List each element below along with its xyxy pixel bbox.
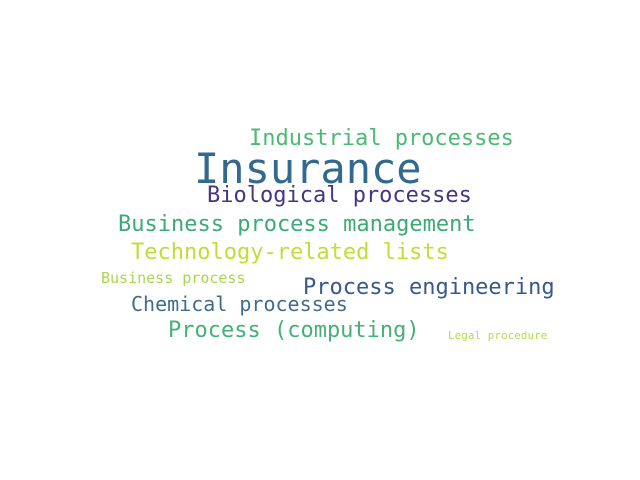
- word-technology-related-lists: Technology-related lists: [131, 240, 449, 265]
- word-insurance: Insurance: [194, 144, 422, 193]
- word-process-computing: Process (computing): [168, 318, 420, 343]
- word-process-engineering: Process engineering: [303, 275, 555, 300]
- word-business-process: Business process: [101, 269, 246, 287]
- word-industrial-processes: Industrial processes: [249, 126, 514, 151]
- word-biological-processes: Biological processes: [207, 183, 472, 208]
- word-business-process-management: Business process management: [118, 212, 476, 237]
- word-chemical-processes: Chemical processes: [131, 292, 348, 316]
- word-legal-procedure: Legal procedure: [448, 329, 548, 342]
